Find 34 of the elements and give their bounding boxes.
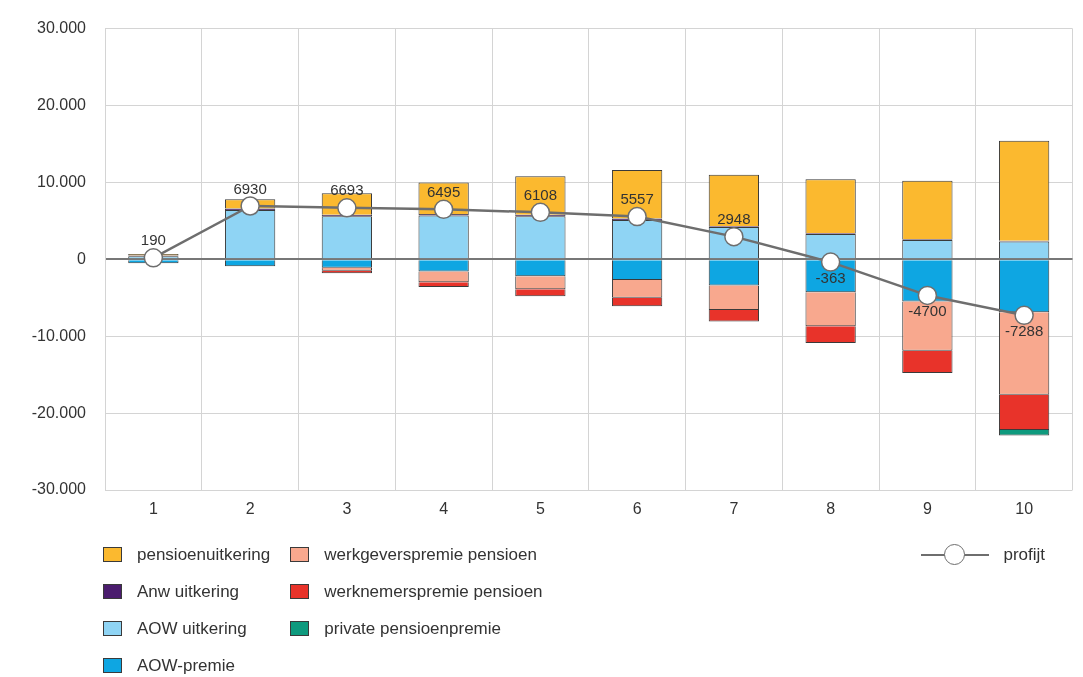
- y-tick-label: 0: [77, 249, 87, 267]
- data-label: 6108: [523, 185, 558, 203]
- legend-label: werkgeverspremie pensioen: [324, 544, 537, 565]
- data-label: 2948: [717, 210, 751, 228]
- legend-label: werknemerspremie pensioen: [324, 581, 543, 602]
- x-tick-label: 9: [922, 500, 932, 518]
- x-tick-label: 8: [826, 500, 836, 518]
- legend-label: AOW uitkering: [137, 618, 247, 639]
- legend-label: Anw uitkering: [137, 581, 240, 602]
- legend-label: AOW-premie: [137, 655, 235, 676]
- data-label: 190: [140, 231, 166, 249]
- x-tick-label: 2: [245, 500, 255, 518]
- y-tick-label: 20.000: [37, 95, 87, 113]
- x-tick-label: 4: [439, 500, 449, 518]
- x-tick-label: 1: [148, 500, 158, 518]
- y-tick-label: 30.000: [37, 19, 87, 37]
- y-tick-label: -10.000: [31, 326, 87, 344]
- legend-label: pensioenuitkering: [137, 544, 271, 565]
- data-label: 6930: [233, 179, 267, 197]
- legend-label: private pensioenpremie: [324, 618, 501, 639]
- legend-label: profijt: [1003, 544, 1045, 565]
- y-tick-label: 10.000: [37, 172, 87, 190]
- x-tick-label: 10: [1015, 500, 1034, 518]
- y-tick-label: -20.000: [31, 403, 87, 421]
- x-tick-label: 5: [535, 500, 545, 518]
- x-tick-label: 7: [729, 500, 739, 518]
- data-label: -7288: [1004, 321, 1044, 339]
- x-tick-label: 6: [632, 500, 642, 518]
- data-label: -4700: [908, 302, 947, 320]
- data-label: 5557: [620, 190, 654, 208]
- y-tick-label: -30.000: [31, 480, 87, 498]
- x-tick-label: 3: [342, 500, 352, 518]
- data-label: 6495: [426, 182, 461, 200]
- data-label: -363: [815, 268, 846, 286]
